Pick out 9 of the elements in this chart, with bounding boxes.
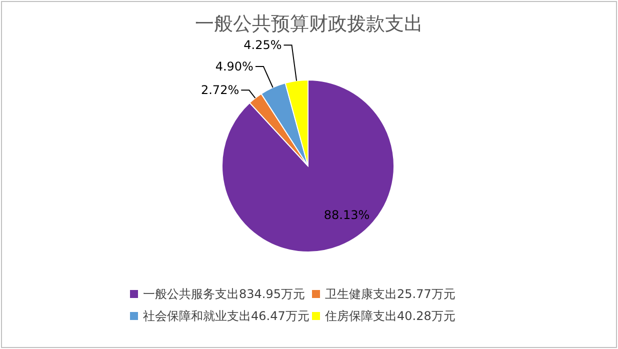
data-label: 4.25% [244,38,282,52]
data-label: 4.90% [215,60,254,74]
legend-label: 社会保障和就业支出46.47万元 [143,309,310,323]
data-label: 2.72% [200,83,240,98]
legend-label: 住房保障支出40.28万元 [324,309,456,323]
data-label: 88.13% [324,208,370,222]
chart-title: 一般公共预算财政拨款支出 [195,13,423,35]
legend-label: 卫生健康支出25.77万元 [325,287,456,301]
legend-label: 一般公共服务支出834.95万元 [143,287,305,301]
